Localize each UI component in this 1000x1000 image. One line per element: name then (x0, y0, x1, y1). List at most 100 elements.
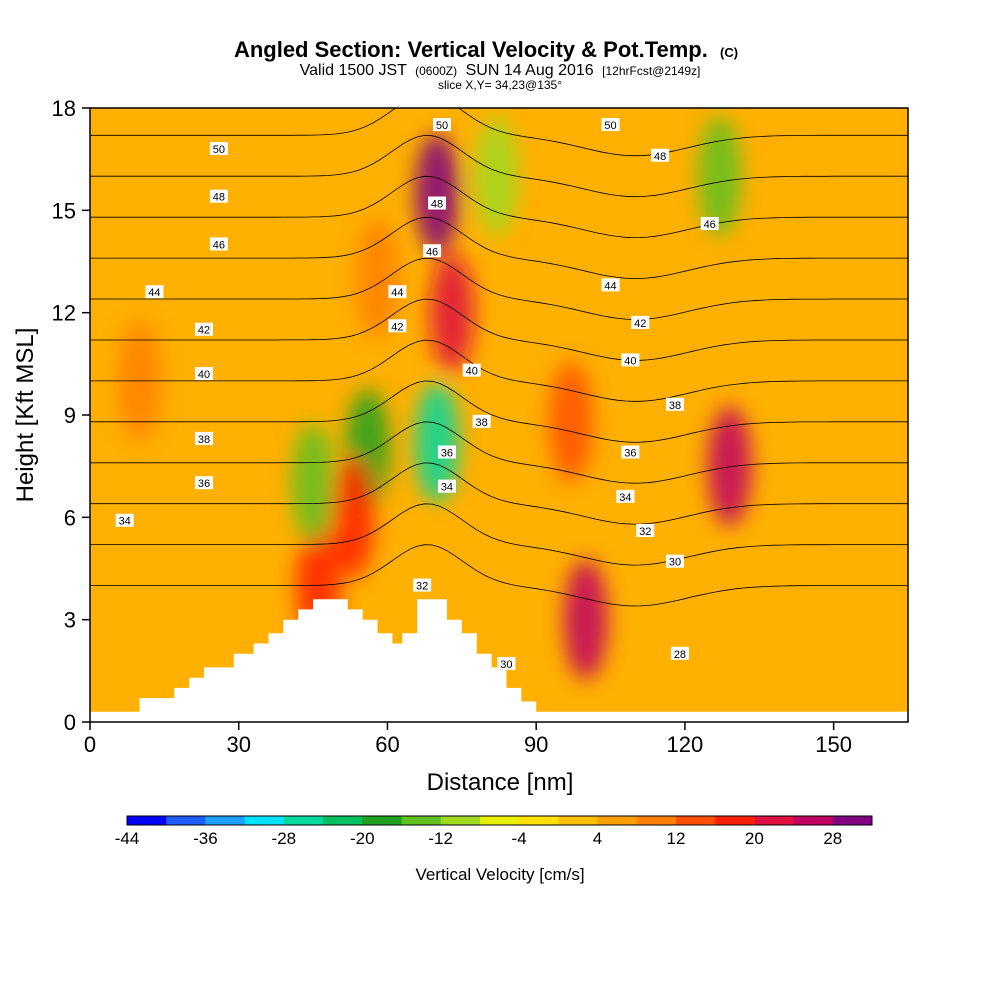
contour-label-23: 44 (601, 278, 620, 292)
svg-text:44: 44 (604, 280, 616, 292)
svg-text:48: 48 (213, 192, 225, 204)
title-line1: Angled Section: Vertical Velocity & Pot.… (234, 37, 708, 62)
colorbar-swatch (754, 816, 795, 825)
contour-label-27: 36 (621, 445, 640, 460)
svg-text:44: 44 (391, 287, 403, 299)
colorbar-swatch (636, 816, 677, 825)
svg-text:50: 50 (604, 120, 616, 132)
contour-label-18: 32 (413, 578, 432, 593)
colorbar-swatch (283, 816, 324, 825)
svg-text:50: 50 (213, 144, 225, 156)
colorbar-tick-label: 4 (593, 829, 602, 848)
colorbar-swatch (244, 816, 285, 825)
contour-label-29: 32 (636, 523, 655, 538)
svg-text:42: 42 (634, 318, 646, 330)
contour-label-1: 48 (209, 189, 228, 204)
colorbar-tick-label: -20 (350, 829, 375, 848)
colorbar-tick-label: 20 (745, 829, 764, 848)
svg-text:42: 42 (391, 321, 403, 333)
y-tick-label: 6 (64, 505, 76, 530)
velocity-cell-2 (415, 382, 460, 503)
svg-text:44: 44 (148, 287, 160, 299)
contour-label-6: 38 (195, 431, 214, 446)
svg-text:38: 38 (198, 434, 210, 446)
colorbar-tick-label: -44 (115, 829, 140, 848)
contour-label-5: 40 (195, 367, 214, 381)
svg-text:40: 40 (624, 355, 636, 367)
svg-text:40: 40 (466, 366, 478, 378)
colorbar-tick-label: -28 (272, 829, 297, 848)
contour-48 (90, 134, 908, 198)
contour-label-17: 34 (437, 479, 456, 494)
svg-text:46: 46 (213, 239, 225, 251)
contour-label-4: 42 (195, 322, 214, 337)
contour-38 (90, 339, 908, 402)
y-tick-label: 3 (64, 608, 76, 633)
contour-label-21: 48 (651, 148, 670, 163)
colorbar-swatch (715, 816, 755, 825)
contour-label-9: 44 (388, 285, 407, 299)
colorbar-swatch (597, 816, 638, 825)
subtitle-zulu: (0600Z) (415, 64, 457, 78)
contour-label-3: 44 (145, 285, 164, 299)
colorbar-swatch (323, 816, 363, 825)
plot-area: 50 48 46 44 42 40 38 36 34 44 42 50 48 46 40 38 36 34 32 30… (90, 108, 908, 722)
svg-text:46: 46 (426, 246, 438, 258)
svg-text:34: 34 (119, 516, 131, 528)
contour-label-28: 34 (616, 489, 635, 504)
svg-text:Angled Section: Vertical Veloc: Angled Section: Vertical Velocity & Pot.… (234, 37, 738, 62)
svg-text:32: 32 (639, 526, 651, 538)
svg-text:48: 48 (431, 199, 443, 211)
velocity-cell-5 (707, 406, 752, 527)
contour-32 (90, 462, 908, 525)
velocity-cell-10 (291, 423, 336, 544)
svg-text:34: 34 (441, 482, 453, 494)
colorbar-tick-label: 28 (823, 829, 842, 848)
colorbar-swatch (479, 816, 520, 825)
velocity-cell-1 (429, 252, 474, 373)
velocity-cell-0 (415, 133, 460, 254)
contour-50 (90, 108, 908, 157)
y-tick-label: 15 (52, 198, 76, 223)
colorbar-swatch (205, 816, 246, 825)
colorbar-title: Vertical Velocity [cm/s] (415, 865, 584, 884)
svg-text:34: 34 (619, 492, 631, 504)
colorbar-swatch (362, 816, 402, 825)
velocity-cell-6 (697, 116, 742, 237)
svg-text:48: 48 (654, 151, 666, 163)
colorbar-tick-label: 12 (666, 829, 685, 848)
y-tick-label: 9 (64, 403, 76, 428)
title-line1-suffix: (C) (720, 45, 738, 60)
contour-label-7: 36 (195, 476, 214, 490)
colorbar-swatch (166, 816, 206, 825)
subtitle-forecast: [12hrFcst@2149z] (602, 64, 700, 78)
x-tick-label: 90 (524, 732, 548, 757)
theta-contours (90, 108, 908, 607)
contour-30 (90, 503, 908, 566)
contour-42 (90, 257, 908, 320)
colorbar-swatch (519, 816, 559, 825)
svg-text:28: 28 (674, 649, 686, 661)
contour-label-13: 46 (423, 244, 442, 258)
x-axis-title: Distance [nm] (427, 769, 574, 796)
colorbar-swatch (558, 816, 599, 825)
contour-labels: 50 48 46 44 42 40 38 36 34 44 42 50 48 46 40 38 36 34 32 30… (115, 118, 719, 671)
subtitle-line2: Valid 1500 JST (0600Z) SUN 14 Aug 2016 [… (300, 62, 701, 79)
y-tick-label: 0 (64, 710, 76, 735)
x-tick-label: 30 (226, 732, 250, 757)
contour-label-31: 28 (670, 646, 689, 661)
velocity-cell-11 (548, 361, 593, 482)
contour-label-26: 38 (665, 397, 684, 412)
y-axis-title: Height [Kft MSL] (12, 328, 39, 503)
subtitle-date: SUN 14 Aug 2016 (466, 62, 594, 79)
x-tick-label: 60 (375, 732, 399, 757)
y-tick-label: 12 (52, 301, 76, 326)
contour-label-24: 42 (631, 315, 650, 330)
contour-label-25: 40 (621, 353, 640, 367)
colorbar-swatch (440, 816, 481, 825)
contour-40 (90, 298, 908, 361)
x-tick-label: 0 (84, 732, 96, 757)
contour-label-8: 34 (115, 513, 134, 528)
svg-text:30: 30 (669, 557, 681, 569)
